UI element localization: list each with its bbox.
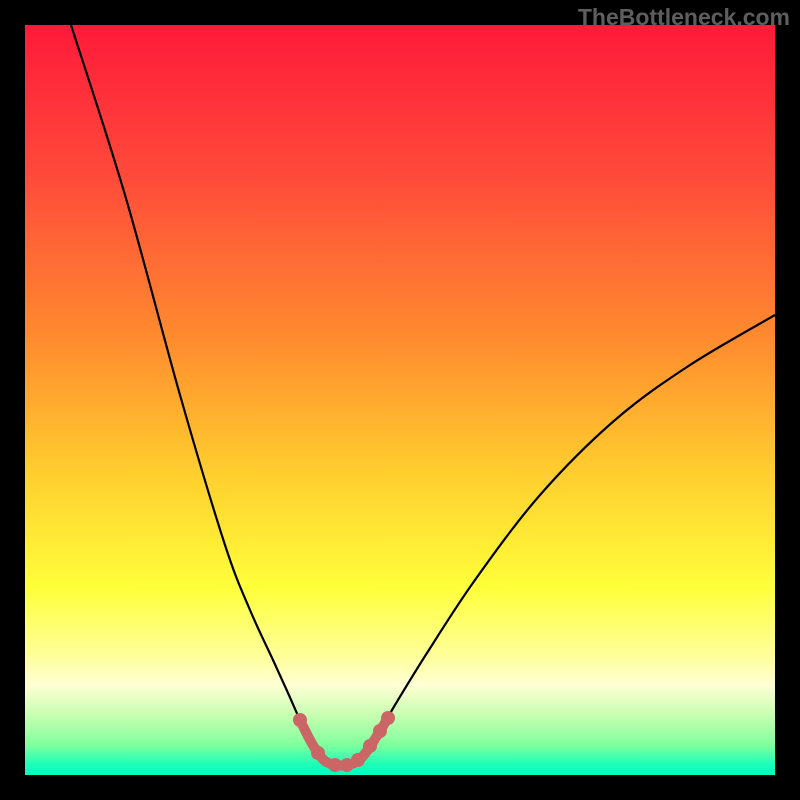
valley-dot	[381, 711, 395, 725]
valley-dot	[373, 724, 387, 738]
left-curve	[71, 25, 325, 763]
valley-dot	[311, 746, 325, 760]
watermark-text: TheBottleneck.com	[578, 4, 790, 31]
valley-dot	[293, 713, 307, 727]
valley-dot	[328, 758, 342, 772]
valley-dot	[363, 739, 377, 753]
chart-container: TheBottleneck.com	[0, 0, 800, 800]
plot-area	[25, 25, 775, 775]
right-curve	[358, 315, 775, 763]
valley-dot	[351, 753, 365, 767]
curves-layer	[25, 25, 775, 775]
